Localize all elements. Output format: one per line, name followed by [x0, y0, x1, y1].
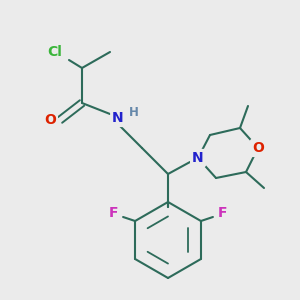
Text: N: N: [112, 111, 124, 125]
Text: N: N: [192, 151, 204, 165]
Text: H: H: [129, 106, 139, 118]
Text: N: N: [192, 151, 204, 165]
Text: Cl: Cl: [48, 45, 62, 59]
Text: F: F: [108, 206, 118, 220]
Text: O: O: [44, 113, 56, 127]
Text: O: O: [252, 141, 264, 155]
Text: F: F: [218, 206, 228, 220]
